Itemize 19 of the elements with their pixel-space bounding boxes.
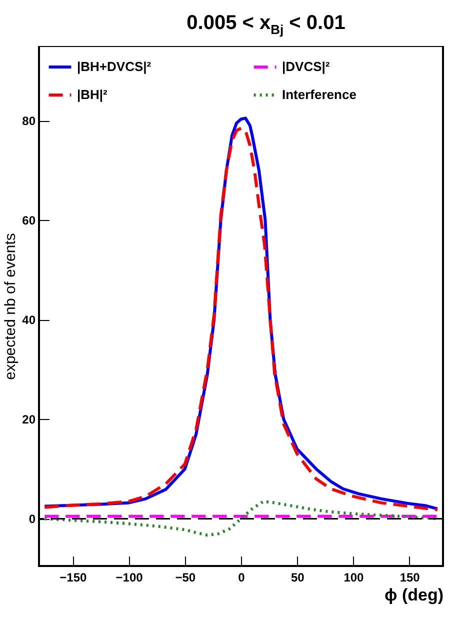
x-tick-label: −100	[116, 570, 144, 584]
y-axis-title: expected nb of events	[2, 233, 20, 380]
legend-label: |DVCS|²	[282, 59, 330, 74]
chart-title: 0.005 < x$_{Bj}$ < 0.01	[186, 11, 346, 39]
x-tick-label: −50	[175, 570, 196, 584]
legend-label: Interference	[282, 87, 356, 102]
legend-label: |BH+DVCS|²	[77, 59, 152, 74]
legend-label: |BH|²	[77, 87, 108, 102]
y-tick-label: 40	[22, 313, 36, 328]
x-tick-label: 150	[400, 570, 420, 584]
x-axis-title: ϕ (deg)	[384, 586, 444, 604]
x-tick-label: 50	[290, 570, 305, 584]
x-tick-label: −150	[60, 570, 88, 584]
y-tick-label: 20	[22, 412, 36, 427]
x-tick-label: 100	[344, 570, 364, 584]
y-tick-label: 60	[22, 214, 36, 228]
y-tick-label: 0	[28, 512, 36, 526]
x-tick-label: 0	[238, 570, 246, 584]
y-tick-label: 80	[22, 114, 36, 128]
